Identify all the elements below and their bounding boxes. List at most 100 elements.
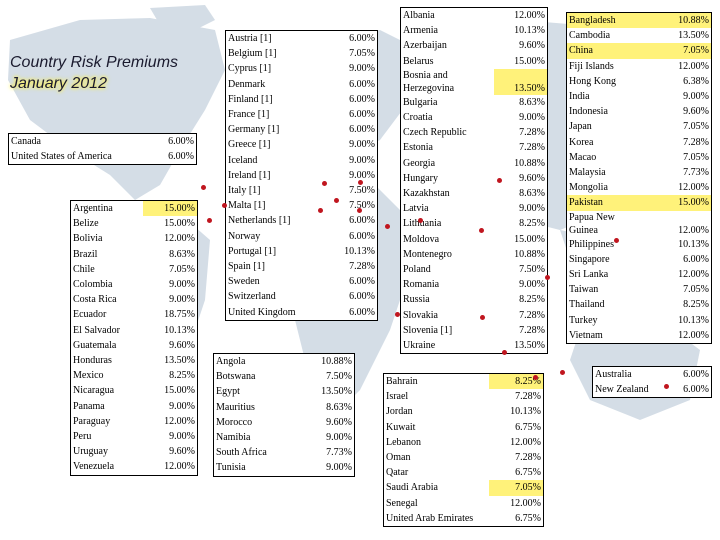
eastern-europe-table: Albania 12.00% Armenia 10.13% Azerbaijan 9.60…: [400, 7, 548, 355]
country-name: France [1]: [228, 109, 270, 121]
location-marker: [614, 238, 619, 243]
table-row: Angola 10.88%: [214, 354, 354, 369]
country-name: Austria [1]: [228, 33, 272, 44]
oceania-rows: Australia 6.00% New Zealand 6.00%: [593, 367, 711, 397]
table-row: Belarus 15.00%: [401, 54, 547, 69]
risk-premium-value: 9.00%: [519, 112, 545, 124]
country-name: Iceland: [228, 154, 258, 166]
location-marker: [207, 218, 212, 223]
country-name: Sri Lanka: [569, 269, 609, 281]
risk-premium-value: 6.00%: [168, 136, 194, 147]
risk-premium-value: 9.00%: [349, 139, 375, 151]
location-marker: [334, 198, 339, 203]
risk-premium-value: 7.50%: [349, 185, 375, 197]
risk-premium-value: 6.00%: [349, 109, 375, 121]
country-name: Moldova: [403, 233, 440, 245]
risk-premium-value: 7.05%: [169, 263, 195, 275]
table-row: Malta [1] 7.50%: [226, 198, 377, 213]
table-row: Egypt 13.50%: [214, 384, 354, 399]
country-name: Qatar: [386, 467, 409, 479]
table-row: Montenegro 10.88%: [401, 247, 547, 262]
table-row: Guatemala 9.60%: [71, 338, 197, 353]
risk-premium-value: 9.00%: [349, 63, 375, 75]
risk-premium-value: 9.00%: [349, 169, 375, 181]
country-name: Morocco: [216, 416, 253, 428]
country-name: Georgia: [403, 157, 436, 169]
table-row: China 7.05%: [567, 43, 711, 59]
risk-premium-value: 9.00%: [683, 91, 709, 103]
country-name: China: [567, 43, 642, 59]
table-row: Australia 6.00%: [593, 367, 711, 382]
table-row: Croatia 9.00%: [401, 110, 547, 125]
table-row: Poland 7.50%: [401, 262, 547, 277]
title-line-2: January 2012: [10, 75, 107, 92]
table-row: Albania 12.00%: [401, 8, 547, 23]
country-name: United Kingdom: [228, 306, 296, 318]
table-row: Pakistan 15.00%: [567, 195, 711, 211]
country-name: Oman: [386, 452, 411, 464]
table-row: Finland [1] 6.00%: [226, 92, 377, 107]
risk-premium-value: 6.00%: [349, 230, 375, 242]
risk-premium-value: 12.00%: [678, 329, 709, 341]
risk-premium-value: 9.00%: [169, 431, 195, 443]
location-marker: [222, 203, 227, 208]
risk-premium-value: 7.50%: [519, 264, 545, 276]
table-row: Estonia 7.28%: [401, 140, 547, 155]
table-row: Kuwait 6.75%: [384, 420, 543, 435]
country-name: Bangladesh: [567, 13, 642, 29]
risk-premium-value: 7.05%: [683, 284, 709, 296]
country-name: New Zealand: [595, 384, 649, 396]
country-name: Montenegro: [403, 248, 452, 260]
location-marker: [201, 185, 206, 190]
middle-east-table: Bahrain 8.25% Israel 7.28% Jordan 10.13% Kuwai…: [383, 373, 544, 528]
risk-premium-value: 9.00%: [349, 154, 375, 166]
risk-premium-value: 7.05%: [683, 151, 709, 163]
table-row: Paraguay 12.00%: [71, 414, 197, 429]
country-name: Ukraine: [403, 340, 436, 352]
risk-premium-value: 18.75%: [164, 309, 195, 321]
country-name: Bahrain: [386, 376, 418, 387]
table-row: Argentina 15.00%: [71, 201, 197, 217]
table-row: Philippines 10.13%: [567, 237, 711, 252]
risk-premium-value: 15.00%: [514, 233, 545, 245]
table-row: Azerbaijan 9.60%: [401, 38, 547, 53]
table-row: Georgia 10.88%: [401, 156, 547, 171]
table-row: United Kingdom 6.00%: [226, 305, 377, 320]
risk-premium-value: 7.73%: [683, 167, 709, 179]
risk-premium-value: 13.50%: [321, 386, 352, 398]
latin-america-table: Argentina 15.00% Belize 15.00% Bolivia 12.00%…: [70, 200, 198, 476]
table-row: Panama 9.00%: [71, 399, 197, 414]
table-row: Slovakia 7.28%: [401, 308, 547, 323]
risk-premium-value: 6.75%: [515, 421, 541, 433]
location-marker: [497, 178, 502, 183]
table-row: Mexico 8.25%: [71, 368, 197, 383]
country-name: Norway: [228, 230, 261, 242]
table-row: South Africa 7.73%: [214, 445, 354, 460]
map-north-america: [8, 18, 225, 200]
country-name: Kuwait: [386, 421, 416, 433]
risk-premium-value: 7.28%: [515, 391, 541, 403]
table-row: Sweden 6.00%: [226, 274, 377, 289]
country-name: Armenia: [403, 25, 438, 37]
table-row: El Salvador 10.13%: [71, 323, 197, 338]
table-row: Ecuador 18.75%: [71, 307, 197, 322]
country-name: Uruguay: [73, 446, 108, 458]
risk-premium-value: 8.25%: [489, 374, 543, 390]
table-row: Armenia 10.13%: [401, 23, 547, 38]
risk-premium-value: 6.38%: [683, 75, 709, 87]
risk-premium-value: 13.50%: [164, 355, 195, 367]
table-row: Bahrain 8.25%: [384, 374, 543, 390]
location-marker: [502, 350, 507, 355]
risk-premium-value: 9.60%: [683, 106, 709, 118]
table-row: Colombia 9.00%: [71, 277, 197, 292]
country-name: Sweden: [228, 276, 260, 288]
risk-premium-value: 13.50%: [678, 30, 709, 42]
risk-premium-value: 15.00%: [164, 385, 195, 397]
risk-premium-value: 7.05%: [642, 43, 711, 59]
country-name: Finland [1]: [228, 93, 273, 105]
country-name: United Arab Emirates: [386, 512, 474, 524]
table-row: Kazakhstan 8.63%: [401, 186, 547, 201]
risk-premium-value: 9.60%: [519, 172, 545, 184]
country-name: Cyprus [1]: [228, 63, 272, 75]
risk-premium-value: 12.00%: [678, 224, 709, 236]
